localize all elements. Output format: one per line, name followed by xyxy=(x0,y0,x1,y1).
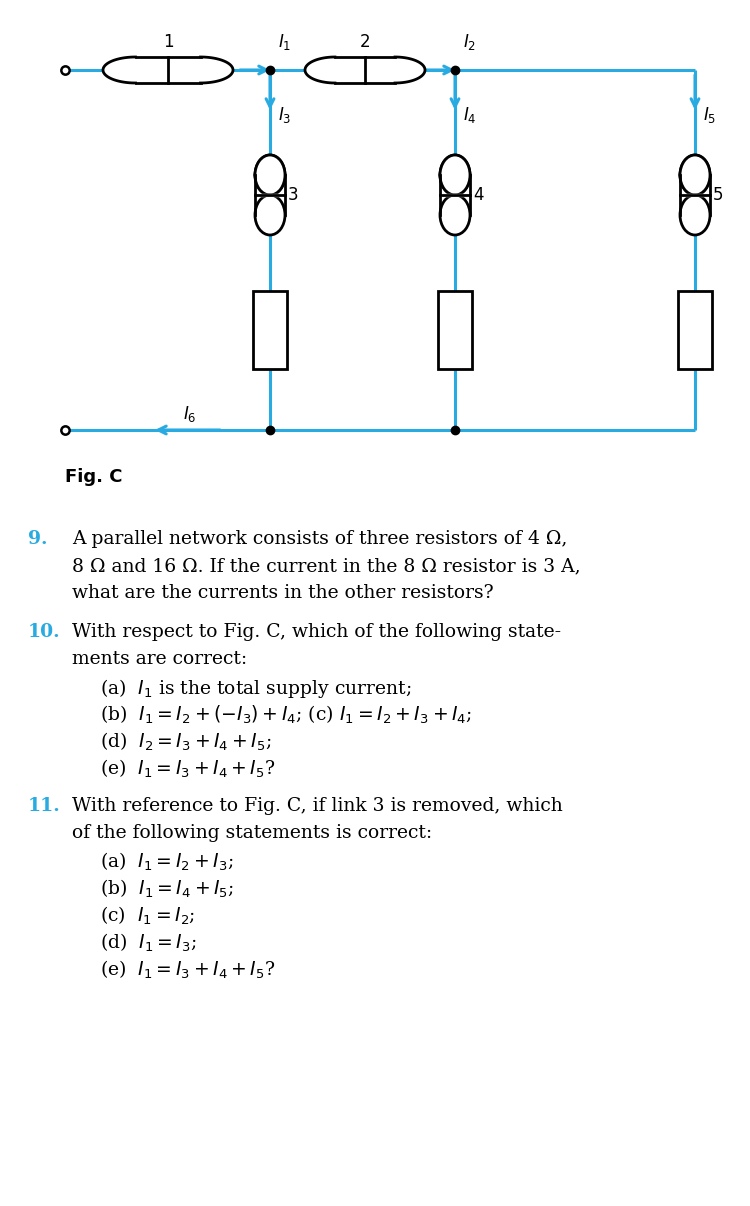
Ellipse shape xyxy=(440,195,470,235)
Bar xyxy=(438,291,472,369)
Text: (c)  $I_1 = I_2$;: (c) $I_1 = I_2$; xyxy=(100,904,195,927)
Text: $I_2$: $I_2$ xyxy=(463,33,476,52)
Text: 8 Ω and 16 Ω. If the current in the 8 Ω resistor is 3 A,: 8 Ω and 16 Ω. If the current in the 8 Ω … xyxy=(72,557,580,575)
Text: $I_3$: $I_3$ xyxy=(278,105,292,125)
Text: 2: 2 xyxy=(360,33,370,51)
Text: 11.: 11. xyxy=(28,797,61,815)
Ellipse shape xyxy=(440,156,470,195)
Text: A parallel network consists of three resistors of 4 Ω,: A parallel network consists of three res… xyxy=(72,529,567,548)
Text: (b)  $I_1 = I_2 + (-I_3) + I_4$; (c) $I_1 = I_2 + I_3 + I_4$;: (b) $I_1 = I_2 + (-I_3) + I_4$; (c) $I_1… xyxy=(100,704,472,726)
Text: With reference to Fig. C, if link 3 is removed, which: With reference to Fig. C, if link 3 is r… xyxy=(72,797,562,815)
Text: (e)  $I_1 = I_3 + I_4 + I_5$?: (e) $I_1 = I_3 + I_4 + I_5$? xyxy=(100,959,275,982)
Text: of the following statements is correct:: of the following statements is correct: xyxy=(72,824,432,842)
Bar xyxy=(253,291,287,369)
Text: $I_5$: $I_5$ xyxy=(703,105,716,125)
Text: (a)  $I_1 = I_2 + I_3$;: (a) $I_1 = I_2 + I_3$; xyxy=(100,851,233,873)
Text: 3: 3 xyxy=(288,186,298,204)
Ellipse shape xyxy=(168,57,233,83)
Text: With respect to Fig. C, which of the following state-: With respect to Fig. C, which of the fol… xyxy=(72,624,561,642)
Text: ments are correct:: ments are correct: xyxy=(72,650,248,668)
Text: $I_6$: $I_6$ xyxy=(183,404,196,425)
Text: (d)  $I_1 = I_3$;: (d) $I_1 = I_3$; xyxy=(100,932,196,954)
Text: 1: 1 xyxy=(163,33,173,51)
Text: 9.: 9. xyxy=(28,529,47,548)
Text: $I_1$: $I_1$ xyxy=(278,33,291,52)
Text: (a)  $I_1$ is the total supply current;: (a) $I_1$ is the total supply current; xyxy=(100,677,412,699)
Ellipse shape xyxy=(255,195,285,235)
Text: (d)  $I_2 = I_3 + I_4 + I_5$;: (d) $I_2 = I_3 + I_4 + I_5$; xyxy=(100,731,272,754)
Ellipse shape xyxy=(255,195,285,235)
Ellipse shape xyxy=(440,195,470,235)
Bar xyxy=(678,291,712,369)
Text: what are the currents in the other resistors?: what are the currents in the other resis… xyxy=(72,584,494,602)
Ellipse shape xyxy=(365,57,425,83)
Ellipse shape xyxy=(103,57,168,83)
Text: 5: 5 xyxy=(713,186,724,204)
Text: $I_4$: $I_4$ xyxy=(463,105,476,125)
Text: (e)  $I_1 = I_3 + I_4 + I_5$?: (e) $I_1 = I_3 + I_4 + I_5$? xyxy=(100,759,275,780)
Ellipse shape xyxy=(255,156,285,195)
Text: 10.: 10. xyxy=(28,624,61,642)
Ellipse shape xyxy=(680,195,710,235)
Ellipse shape xyxy=(680,195,710,235)
Text: 4: 4 xyxy=(473,186,484,204)
Ellipse shape xyxy=(680,156,710,195)
Ellipse shape xyxy=(255,156,285,195)
Ellipse shape xyxy=(680,156,710,195)
Text: Fig. C: Fig. C xyxy=(65,468,122,486)
Ellipse shape xyxy=(440,156,470,195)
Text: (b)  $I_1 = I_4 + I_5$;: (b) $I_1 = I_4 + I_5$; xyxy=(100,878,234,901)
Ellipse shape xyxy=(305,57,365,83)
